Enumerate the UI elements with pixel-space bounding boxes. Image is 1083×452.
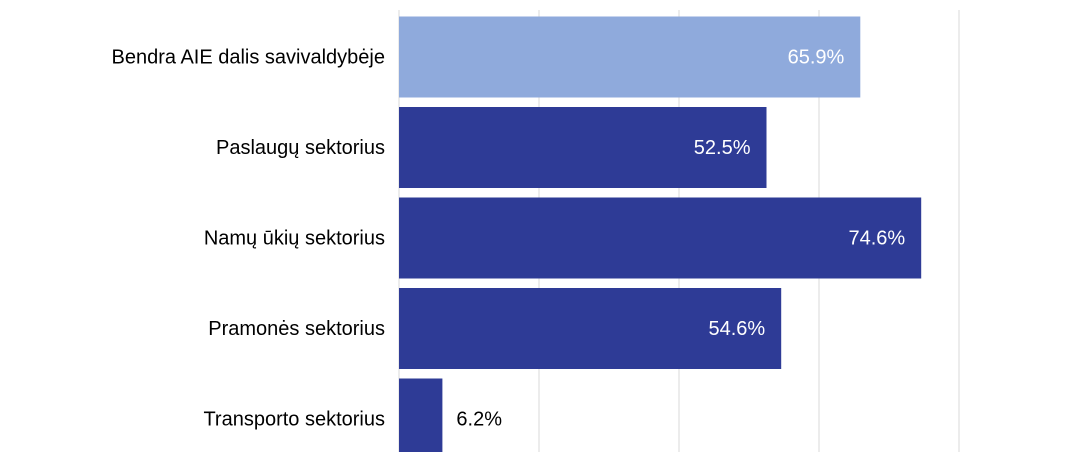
y-tick-label: Transporto sektorius — [203, 408, 385, 430]
value-label: 65.9% — [788, 46, 845, 68]
value-label: 6.2% — [456, 408, 502, 430]
bar — [399, 288, 782, 369]
bar — [399, 16, 861, 98]
y-tick-label: Paslaugų sektorius — [216, 137, 385, 159]
y-tick-label: Namų ūkių sektorius — [204, 227, 385, 249]
value-label: 52.5% — [694, 137, 751, 159]
y-tick-label: Pramonės sektorius — [208, 318, 385, 340]
value-label: 54.6% — [708, 318, 765, 340]
bar — [399, 197, 922, 279]
bar — [399, 107, 767, 188]
bar — [399, 378, 443, 452]
value-label: 74.6% — [848, 227, 905, 249]
y-tick-label: Bendra AIE dalis savivaldybėje — [112, 46, 386, 68]
